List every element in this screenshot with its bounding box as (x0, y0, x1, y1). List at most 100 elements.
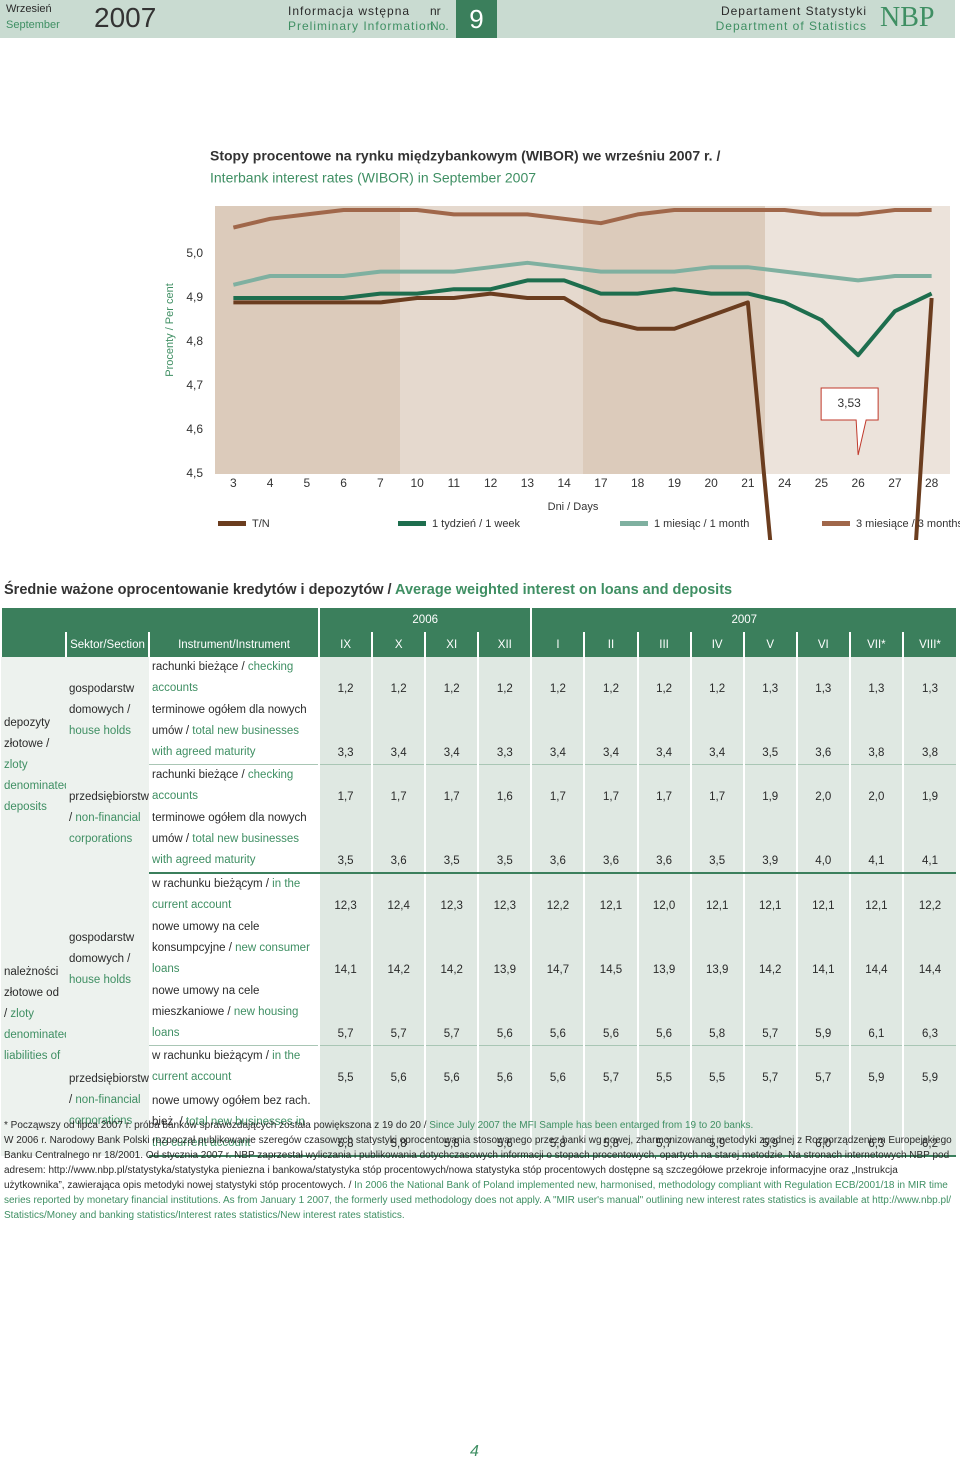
value-cell: 14,7 (530, 917, 585, 981)
header-row: Sektor/Section Instrument/Instrument IX X XI… (0, 632, 957, 657)
text-pl: terminowe ogółem dla nowych umów / (152, 812, 307, 845)
value-cell: 1,2 (583, 657, 638, 700)
value-cell: 3,4 (371, 700, 426, 765)
instrument-cell: terminowe ogółem dla nowych umów / total… (149, 700, 320, 765)
x-tick-label: 10 (410, 476, 424, 490)
y-tick-label: 4,7 (186, 378, 203, 392)
value-cell: 2,0 (795, 764, 850, 808)
text-pl: przedsiębiorstw / (69, 791, 149, 825)
data-row: należności złotowe od / zloty denominate… (1, 873, 957, 1156)
value-cell: 12,3 (318, 873, 373, 917)
series-line (233, 278, 933, 358)
x-tick-label: 13 (521, 476, 535, 490)
y-tick-label: 5,0 (186, 246, 203, 260)
value-cell: 3,3 (318, 700, 373, 765)
y-tick-label: 4,8 (186, 334, 203, 348)
month-header: IX (318, 632, 373, 657)
x-tick-label: 4 (267, 476, 274, 490)
data-row: nowe umowy na cele konsumpcyjne / new co… (1, 917, 957, 981)
value-cell: 13,9 (636, 917, 691, 981)
value-cell: 14,2 (371, 917, 426, 981)
x-tick-label: 28 (925, 476, 939, 490)
nr-pl: nr (430, 4, 441, 18)
text-en: Since July 2007 the MFI Sample has been … (429, 1120, 754, 1131)
text-en: new housing loans (152, 1006, 299, 1039)
value-cell: 5,5 (636, 1045, 691, 1089)
value-cell: 3,6 (636, 808, 691, 874)
x-tick-label: 7 (377, 476, 384, 490)
series-line (232, 260, 932, 287)
text-en: zloty denominated liabilities of (4, 1008, 66, 1062)
nr-en: No. (430, 19, 449, 33)
value-cell: 3,6 (371, 808, 426, 874)
value-cell: 1,7 (636, 764, 691, 808)
value-cell: 5,8 (318, 1089, 373, 1157)
month-header: VI (795, 632, 850, 657)
value-cell: 1,3 (795, 657, 850, 700)
value-cell: 1,2 (424, 657, 479, 700)
text-en: non-financial corporations (69, 1094, 141, 1128)
col-header: Sektor/Section (65, 632, 149, 657)
legend-swatch (620, 521, 648, 526)
value-cell: 3,5 (689, 808, 744, 874)
legend-label: T/N (252, 518, 270, 530)
callout (820, 387, 879, 456)
value-cell: 3,8 (848, 700, 903, 765)
text-en: house holds (69, 725, 132, 738)
value-cell: 13,9 (477, 917, 532, 981)
header-band: Wrzesień September 2007 Informacja wstęp… (0, 0, 955, 38)
sector-cell: przedsiębiorstw / non-financial corporat… (66, 1045, 149, 1156)
year-header: 2007 (530, 608, 957, 632)
value-cell: 13,9 (689, 917, 744, 981)
text-en: zloty denominated deposits (4, 758, 66, 813)
value-cell: 1,2 (318, 657, 373, 700)
y-tick-label: 4,9 (186, 290, 203, 304)
value-cell: 1,7 (689, 764, 744, 808)
text-pl: nowe umowy na cele konsumpcyjne / (152, 921, 260, 954)
value-cell: 3,4 (530, 700, 585, 765)
text-pl: gospodarstw domowych / (69, 931, 135, 965)
footnote: * Począwszy od lipca 2007 r. próba bankó… (4, 1118, 952, 1133)
table-title: Średnie ważone oprocentowanie kredytów i… (4, 582, 732, 598)
chart-subtitle: Interbank interest rates (WIBOR) in Sept… (210, 170, 536, 186)
x-tick-label: 17 (594, 476, 608, 490)
month-header: V (742, 632, 797, 657)
logo: NBP (880, 2, 935, 33)
value-cell: 6,2 (901, 1089, 957, 1157)
value-cell: 1,7 (424, 764, 479, 808)
text-pl: przedsiębiorstw / (69, 1073, 149, 1107)
value-cell: 5,5 (318, 1045, 373, 1089)
value-cell: 12,0 (636, 873, 691, 917)
x-tick-label: 21 (741, 476, 755, 490)
value-cell: 3,5 (318, 808, 373, 874)
plot (232, 208, 934, 540)
year-header: 2006 (318, 608, 532, 632)
value-cell: 12,1 (583, 873, 638, 917)
value-cell: 5,8 (424, 1089, 479, 1157)
sector-cell: gospodarstw domowych / house holds (66, 873, 149, 1046)
band (583, 206, 765, 474)
legend-label: 3 miesiące / 3 months (856, 518, 960, 530)
text-pl: nowe umowy ogółem bez rach. bież. / (152, 1095, 311, 1128)
value-cell: 5,6 (424, 1045, 479, 1089)
sector-cell: przedsiębiorstw / non-financial corporat… (66, 764, 149, 873)
value-cell: 3,4 (636, 700, 691, 765)
value-cell: 5,6 (583, 981, 638, 1046)
value-cell: 6,0 (795, 1089, 850, 1157)
x-tick-label: 24 (778, 476, 792, 490)
value-cell: 5,6 (530, 981, 585, 1046)
value-cell: 1,7 (318, 764, 373, 808)
month-header: XII (477, 632, 532, 657)
text-en: non-financial corporations (69, 812, 141, 846)
data-row: nowe umowy ogółem bez rach. bież. / tota… (1, 1089, 957, 1157)
value-cell: 3,5 (742, 700, 797, 765)
dept-en: Department of Statistics (715, 19, 867, 33)
sector-cell: gospodarstw domowych / house holds (66, 657, 149, 765)
value-cell: 1,2 (371, 657, 426, 700)
text-pl: rachunki bieżące / (152, 661, 245, 673)
value-cell: 1,7 (530, 764, 585, 808)
value-cell: 5,7 (795, 1045, 850, 1089)
value-cell: 3,6 (530, 808, 585, 874)
